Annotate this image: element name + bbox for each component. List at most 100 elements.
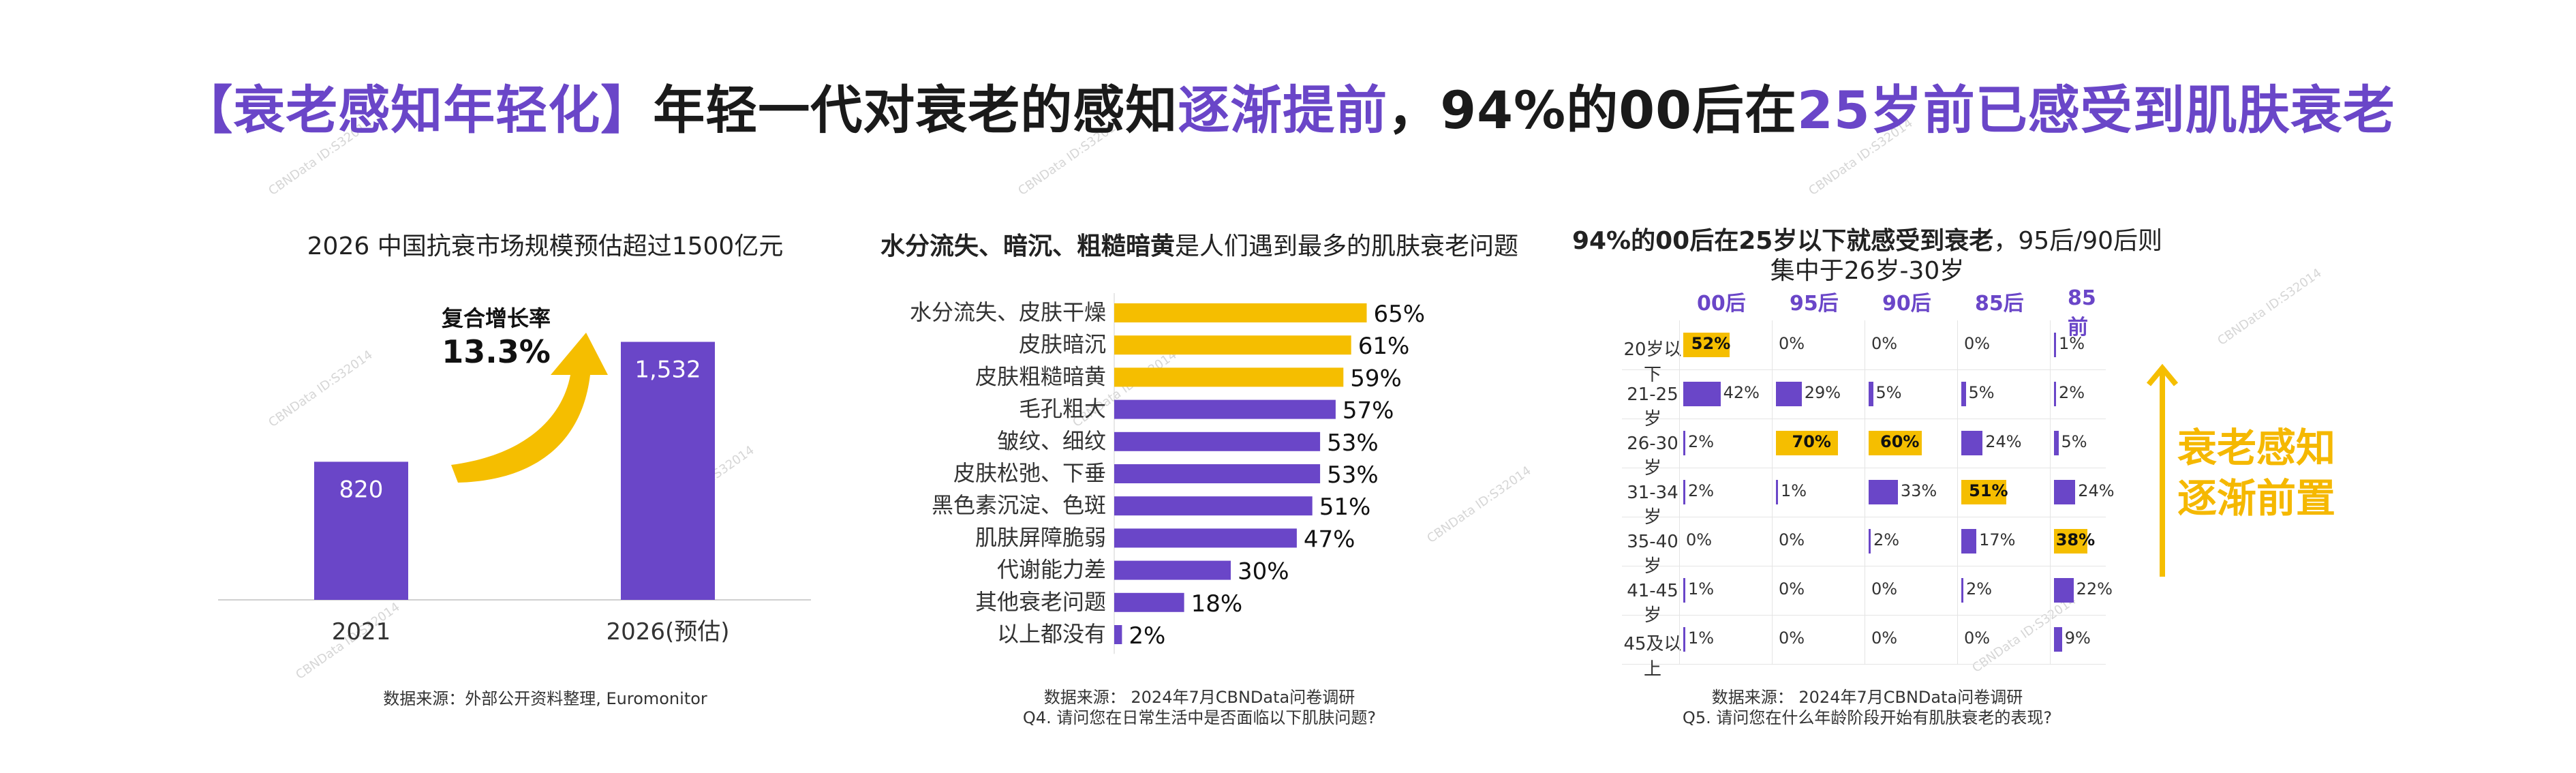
table-row: 26-30岁 2% 70% 60% 24% 5% xyxy=(1622,419,2106,479)
cell-value: 5% xyxy=(1875,383,1902,402)
left-panel-title: 2026 中国抗衰市场规模预估超过1500亿元 xyxy=(307,232,784,260)
row-label: 31-34岁 xyxy=(1627,483,1678,528)
right-title-rest: ，95后/90后则 xyxy=(1993,227,2163,255)
cell-value: 5% xyxy=(2061,432,2087,451)
cell-value: 42% xyxy=(1723,383,1760,402)
middle-panel-source: 数据来源： 2024年7月CBNData问卷调研 Q4. 请问您在日常生活中是否… xyxy=(804,687,1595,728)
column-header: 90后 xyxy=(1882,292,1931,316)
cell-bar xyxy=(2054,333,2056,357)
category-label: 水分流失、皮肤干燥 xyxy=(910,299,1106,325)
bar xyxy=(1114,303,1367,322)
category-label: 2026(预估) xyxy=(606,618,729,646)
cell-value: 1% xyxy=(1781,481,1807,500)
title-tag: 【衰老感知年轻化】 xyxy=(181,80,654,140)
value-label: 57% xyxy=(1343,397,1394,425)
market-size-chart: 820 2021 1,532 2026(预估) 复合增长率 13.3% xyxy=(218,305,811,646)
middle-title-bold: 水分流失、暗沉、粗糙暗黄 xyxy=(880,232,1175,260)
middle-panel-title: 水分流失、暗沉、粗糙暗黄是人们遇到最多的肌肤衰老问题 xyxy=(804,226,1595,262)
cell-bar xyxy=(2054,627,2062,652)
cell-value: 38% xyxy=(2055,530,2096,549)
category-label: 代谢能力差 xyxy=(997,557,1106,583)
bar xyxy=(1114,431,1321,451)
row-label: 26-30岁 xyxy=(1627,434,1678,479)
row-label: 20岁以下 xyxy=(1623,339,1682,385)
row-label: 35-40岁 xyxy=(1627,532,1678,577)
cell-value: 29% xyxy=(1804,383,1841,402)
cell-value: 0% xyxy=(1779,628,1805,648)
bar xyxy=(1114,625,1122,644)
watermark: CBNData ID:S32014 xyxy=(2215,265,2325,349)
cell-bar xyxy=(2054,529,2088,554)
cell-bar xyxy=(1683,382,1721,406)
column-divider xyxy=(1772,320,1773,664)
bar xyxy=(1114,592,1184,612)
cell-value: 1% xyxy=(2059,334,2085,353)
right-source-line-2: Q5. 请问您在什么年龄阶段开始有肌肤衰老的表现? xyxy=(1682,708,2053,727)
cell-value: 1% xyxy=(1688,579,1715,598)
cell-value: 70% xyxy=(1792,432,1831,451)
cell-value: 0% xyxy=(1871,579,1898,598)
cell-bar xyxy=(2054,431,2059,455)
growth-rate-value: 13.3% xyxy=(442,333,551,370)
category-label: 皮肤粗糙暗黄 xyxy=(975,363,1106,389)
cell-bar xyxy=(1961,431,1983,455)
category-label: 2021 xyxy=(332,618,391,646)
cell-value: 0% xyxy=(1964,334,1991,353)
cell-value: 2% xyxy=(1966,579,1993,598)
value-label: 65% xyxy=(1374,301,1426,328)
growth-rate-label: 复合增长率 xyxy=(442,305,551,331)
cell-bar xyxy=(1683,333,1730,357)
category-label: 毛孔粗大 xyxy=(1019,396,1106,422)
growth-arrow-icon xyxy=(451,333,608,483)
bar xyxy=(1114,496,1313,516)
cell-bar xyxy=(1683,480,1685,504)
value-label: 53% xyxy=(1327,429,1379,457)
cell-value: 22% xyxy=(2076,579,2113,598)
table-row: 35-40岁 0% 0% 2% 17% 38% xyxy=(1622,517,2106,577)
category-label: 肌肤屏障脆弱 xyxy=(975,524,1106,550)
bar xyxy=(621,342,715,600)
cell-value: 0% xyxy=(1871,334,1898,353)
row-label: 45及以上 xyxy=(1623,634,1682,680)
cell-value: 33% xyxy=(1900,481,1937,500)
value-label: 59% xyxy=(1350,365,1402,392)
value-label: 61% xyxy=(1358,333,1410,360)
cell-bar xyxy=(1776,480,1778,504)
cell-bar xyxy=(1869,431,1922,455)
category-label: 以上都没有 xyxy=(997,621,1106,647)
middle-source-line-1: 数据来源： 2024年7月CBNData问卷调研 xyxy=(1043,688,1355,707)
bar-value-label: 1,532 xyxy=(634,357,701,384)
right-title-line-2: 集中于26岁-30岁 xyxy=(1770,257,1965,285)
left-panel-source: 数据来源：外部公开资料整理, Euromonitor xyxy=(383,689,707,708)
table-row: 20岁以下 52% 0% 0% 0% 1% xyxy=(1622,320,2106,385)
value-label: 2% xyxy=(1129,622,1165,650)
skin-issues-chart: 水分流失、皮肤干燥 65% 皮肤暗沉 61% 皮肤粗糙暗黄 59% 毛孔粗大 57% 皱纹、细纹… xyxy=(910,293,1426,654)
cell-bar xyxy=(2054,480,2076,504)
cell-bar xyxy=(1776,382,1802,406)
cell-bar xyxy=(1683,578,1685,603)
category-label: 皱纹、细纹 xyxy=(997,428,1106,454)
cell-bar xyxy=(1776,431,1838,455)
cell-value: 24% xyxy=(2078,481,2115,500)
trend-tag-line-2: 逐渐前置 xyxy=(2177,475,2336,521)
bar xyxy=(314,461,408,600)
cell-value: 2% xyxy=(2059,383,2085,402)
cell-value: 1% xyxy=(1688,628,1715,648)
bar xyxy=(1114,367,1344,387)
cell-value: 9% xyxy=(2064,628,2091,648)
cell-value: 0% xyxy=(1964,628,1991,648)
cell-value: 51% xyxy=(1969,481,2008,500)
right-source-line-1: 数据来源： 2024年7月CBNData问卷调研 xyxy=(1711,688,2023,707)
middle-source-line-2: Q4. 请问您在日常生活中是否面临以下肌肤问题? xyxy=(1022,708,1377,727)
cell-bar xyxy=(1961,529,1977,554)
cell-bar xyxy=(1683,431,1685,455)
value-label: 30% xyxy=(1238,558,1289,586)
category-label: 其他衰老问题 xyxy=(975,589,1106,615)
cell-value: 0% xyxy=(1779,530,1805,549)
column-header: 85后 xyxy=(1975,292,2024,316)
value-label: 18% xyxy=(1191,590,1243,618)
value-label: 47% xyxy=(1304,526,1355,553)
cell-bar xyxy=(1869,382,1873,406)
cell-bar xyxy=(1961,382,1966,406)
table-header: 00后 95后 90后 85后 85前 xyxy=(1622,286,2106,339)
